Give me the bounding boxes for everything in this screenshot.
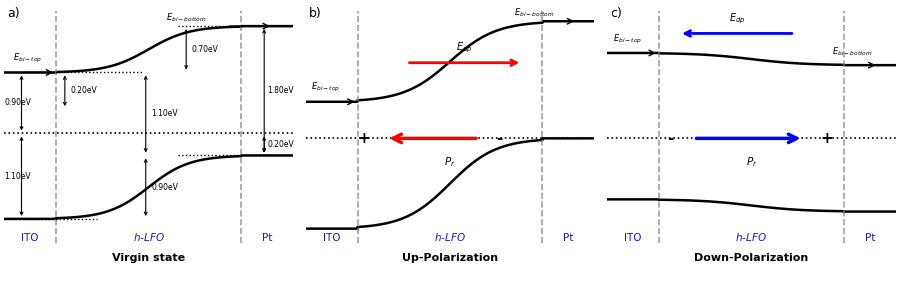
Text: 0.20eV: 0.20eV (267, 140, 293, 149)
Text: $P_r$: $P_r$ (445, 155, 455, 169)
Text: $\mathit{E}_{bi-top}$: $\mathit{E}_{bi-top}$ (13, 52, 42, 65)
Text: 1.10eV: 1.10eV (4, 172, 31, 181)
Text: Virgin state: Virgin state (112, 253, 185, 263)
Text: $h$-LFO: $h$-LFO (434, 231, 466, 243)
Text: $\mathit{E}_{bi-bottom}$: $\mathit{E}_{bi-bottom}$ (832, 45, 873, 58)
Text: Pt: Pt (262, 233, 273, 243)
Text: 0.90eV: 0.90eV (4, 99, 31, 108)
Text: $h$-LFO: $h$-LFO (132, 231, 165, 243)
Text: +: + (357, 131, 370, 146)
Text: $\mathit{E}_{dp}$: $\mathit{E}_{dp}$ (729, 12, 745, 26)
Text: $\mathit{E}_{bi-top}$: $\mathit{E}_{bi-top}$ (613, 32, 642, 46)
Text: $\mathit{E}_{bi-top}$: $\mathit{E}_{bi-top}$ (311, 81, 340, 95)
Text: ITO: ITO (323, 233, 340, 243)
Text: Down-Polarization: Down-Polarization (694, 253, 808, 263)
Text: -: - (496, 131, 502, 146)
Text: b): b) (309, 7, 321, 20)
Text: 0.90eV: 0.90eV (151, 183, 178, 192)
Text: $\mathit{E}_{bi-bottom}$: $\mathit{E}_{bi-bottom}$ (166, 11, 207, 24)
Text: 0.70eV: 0.70eV (192, 45, 219, 54)
Text: ITO: ITO (625, 233, 642, 243)
Text: Pt: Pt (865, 233, 875, 243)
Text: -: - (667, 131, 674, 146)
Text: $\mathit{E}_{bi-bottom}$: $\mathit{E}_{bi-bottom}$ (514, 6, 554, 19)
Text: a): a) (7, 7, 20, 20)
Text: Pt: Pt (563, 233, 573, 243)
Text: +: + (820, 131, 832, 146)
Text: ITO: ITO (22, 233, 39, 243)
Text: 0.20eV: 0.20eV (70, 86, 97, 95)
Text: c): c) (610, 7, 622, 20)
Text: Up-Polarization: Up-Polarization (402, 253, 498, 263)
Text: 1.10eV: 1.10eV (151, 109, 178, 119)
Text: 1.80eV: 1.80eV (267, 86, 293, 95)
Text: $h$-LFO: $h$-LFO (735, 231, 768, 243)
Text: $P_r$: $P_r$ (745, 155, 757, 169)
Text: $\mathit{E}_{dp}$: $\mathit{E}_{dp}$ (456, 41, 472, 55)
